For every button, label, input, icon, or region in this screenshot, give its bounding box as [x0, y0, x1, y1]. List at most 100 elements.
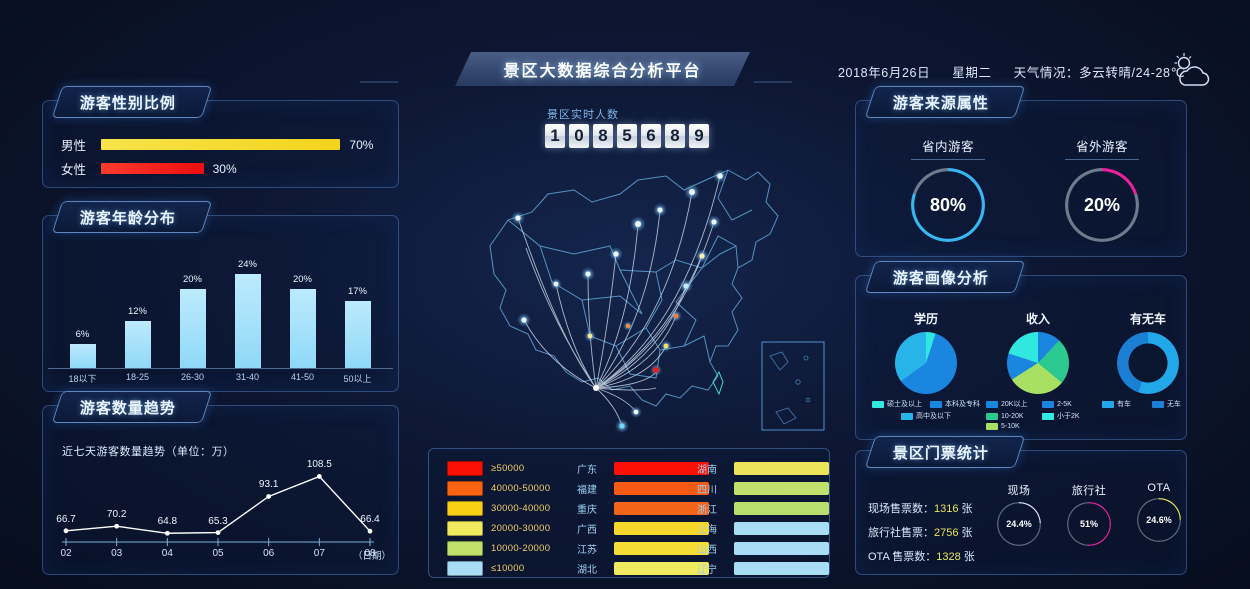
province-bar [734, 501, 829, 515]
province-name: 浙江 [697, 504, 717, 516]
income-pie [1007, 332, 1069, 394]
age-category-label: 41-50 [290, 372, 315, 382]
trend-x-tick: 08 [364, 548, 376, 559]
province-bar [734, 541, 829, 555]
caption-underline [911, 159, 985, 160]
legend-province-row: 浙江 [697, 499, 829, 517]
legend-province-row: 湖北 [577, 559, 709, 577]
header-weekday: 星期二 [952, 66, 992, 80]
trend-point-value: 93.1 [258, 479, 279, 491]
trend-point-value: 64.8 [157, 516, 178, 528]
province-bar [734, 521, 829, 535]
legend-item: 10-20K [986, 411, 1034, 421]
province-bar [614, 561, 709, 575]
province-bar [614, 481, 709, 495]
trend-x-axis-label: （日期） [353, 551, 392, 562]
map-legend-provinces-right: 湖南 四川 浙江 上海 山西 辽宁 [697, 459, 829, 579]
age-bar: 24% [234, 259, 261, 368]
pie-caption: 有无车 [1129, 312, 1166, 326]
age-bar: 17% [344, 286, 371, 368]
legend-item: 高中及以下 [901, 411, 951, 421]
trend-subtitle: 近七天游客数量趋势（单位：万） [62, 446, 235, 458]
legend-province-row: 上海 [697, 519, 829, 537]
counter-digit: 6 [641, 124, 661, 148]
legend-item: 小于2K [1042, 411, 1086, 421]
realtime-counter: 1 0 8 5 6 8 9 [545, 124, 709, 148]
dashboard-title-banner: 景区大数据综合分析平台 [455, 52, 750, 86]
ticket-ring-agency: 旅行社 51% 51% [1058, 482, 1120, 546]
province-bar [614, 461, 709, 475]
header-date: 2018年6月26日 [838, 66, 931, 80]
pie-caption: 学历 [913, 312, 938, 326]
legend-item: 2-5K [1042, 399, 1086, 409]
map-legend-panel: ≥50000 40000-50000 30000-40000 20000-30000 1… [428, 448, 830, 578]
province-bar [614, 521, 709, 535]
trend-point [164, 530, 170, 536]
ring-value: 20% [1083, 194, 1121, 215]
legend-range-row: 10000-20000 [447, 539, 550, 557]
legend-province-row: 广西 [577, 519, 709, 537]
pie-caption: 收入 [1025, 312, 1050, 326]
ticket-line-agency: 旅行社售票：2756 张 [868, 527, 973, 539]
education-pie [895, 332, 957, 394]
trend-point-value: 70.2 [106, 509, 127, 521]
counter-digit: 8 [593, 124, 613, 148]
ring-caption: 现场 [1007, 485, 1031, 497]
trend-line-chart [62, 474, 374, 546]
map-legend-ranges: ≥50000 40000-50000 30000-40000 20000-30000 1… [447, 459, 550, 579]
legend-item: 无车 [1152, 399, 1194, 409]
age-panel: 游客年龄分布 [42, 201, 399, 392]
ticket-line-onsite: 现场售票数：1316 张 [868, 503, 973, 515]
legend-range-label: ≥50000 [491, 462, 525, 474]
title-wing-left [360, 81, 398, 83]
trend-point [266, 494, 272, 499]
trend-point-value: 65.3 [208, 515, 228, 527]
profile-chart-income: 收入 20K以上 2-5K 10-20K 小于2K 5-10K [982, 310, 1094, 430]
trend-x-tick: 05 [212, 548, 224, 559]
province-name: 上海 [697, 524, 717, 536]
ring-value: 24.4% [1006, 519, 1032, 529]
age-bar-value: 6% [75, 329, 90, 341]
legend-range-label: 40000-50000 [491, 482, 551, 494]
ring-value: 51% [1079, 519, 1098, 529]
china-map[interactable] [470, 150, 830, 440]
south-sea-inset [761, 341, 825, 431]
legend-province-row: 江苏 [577, 539, 709, 557]
ring-caption: 省内游客 [921, 140, 974, 154]
ring-caption: 省外游客 [1075, 140, 1128, 154]
legend-range-row: 40000-50000 [447, 479, 550, 497]
trend-point [215, 530, 221, 536]
province-name: 广西 [577, 524, 597, 536]
gender-label: 女性 [61, 163, 87, 177]
onsite-ring: 24.4% [997, 502, 1041, 546]
province-name: 辽宁 [697, 564, 717, 576]
header-weather: 天气情况：多云转晴/24-28℃ [1013, 66, 1186, 80]
legend-swatch [986, 423, 998, 430]
source-ring-outside: 20% [1065, 168, 1139, 242]
taiwan-shape [712, 370, 724, 396]
map-legend-provinces-left: 广东 福建 重庆 广西 江苏 湖北 [577, 459, 709, 579]
trend-point [114, 523, 120, 529]
age-category-label: 50以上 [343, 374, 372, 384]
education-legend: 硕士及以上 本科及专科 高中及以下 [872, 399, 980, 421]
legend-swatch [986, 412, 998, 420]
counter-digit: 9 [689, 124, 709, 148]
legend-swatch [447, 460, 483, 476]
province-name: 湖南 [697, 464, 717, 476]
gender-pct-male: 70% [349, 137, 374, 152]
profile-chart-car: 有无车 有车 无车 [1098, 310, 1198, 409]
trend-point [316, 474, 322, 479]
trend-x-tick: 07 [313, 548, 325, 559]
province-bar [734, 561, 829, 575]
trend-x-tick: 06 [263, 548, 275, 559]
legend-swatch [901, 412, 913, 420]
trend-point-value: 66.4 [360, 514, 380, 526]
province-bar [614, 541, 709, 555]
trend-x-tick: 03 [111, 548, 123, 559]
trend-x-tick: 02 [60, 548, 72, 559]
legend-range-label: ≤10000 [491, 562, 525, 574]
map-nodes [511, 169, 727, 433]
province-name: 广东 [577, 464, 597, 476]
age-bar: 12% [124, 306, 151, 368]
province-name: 福建 [577, 484, 597, 496]
